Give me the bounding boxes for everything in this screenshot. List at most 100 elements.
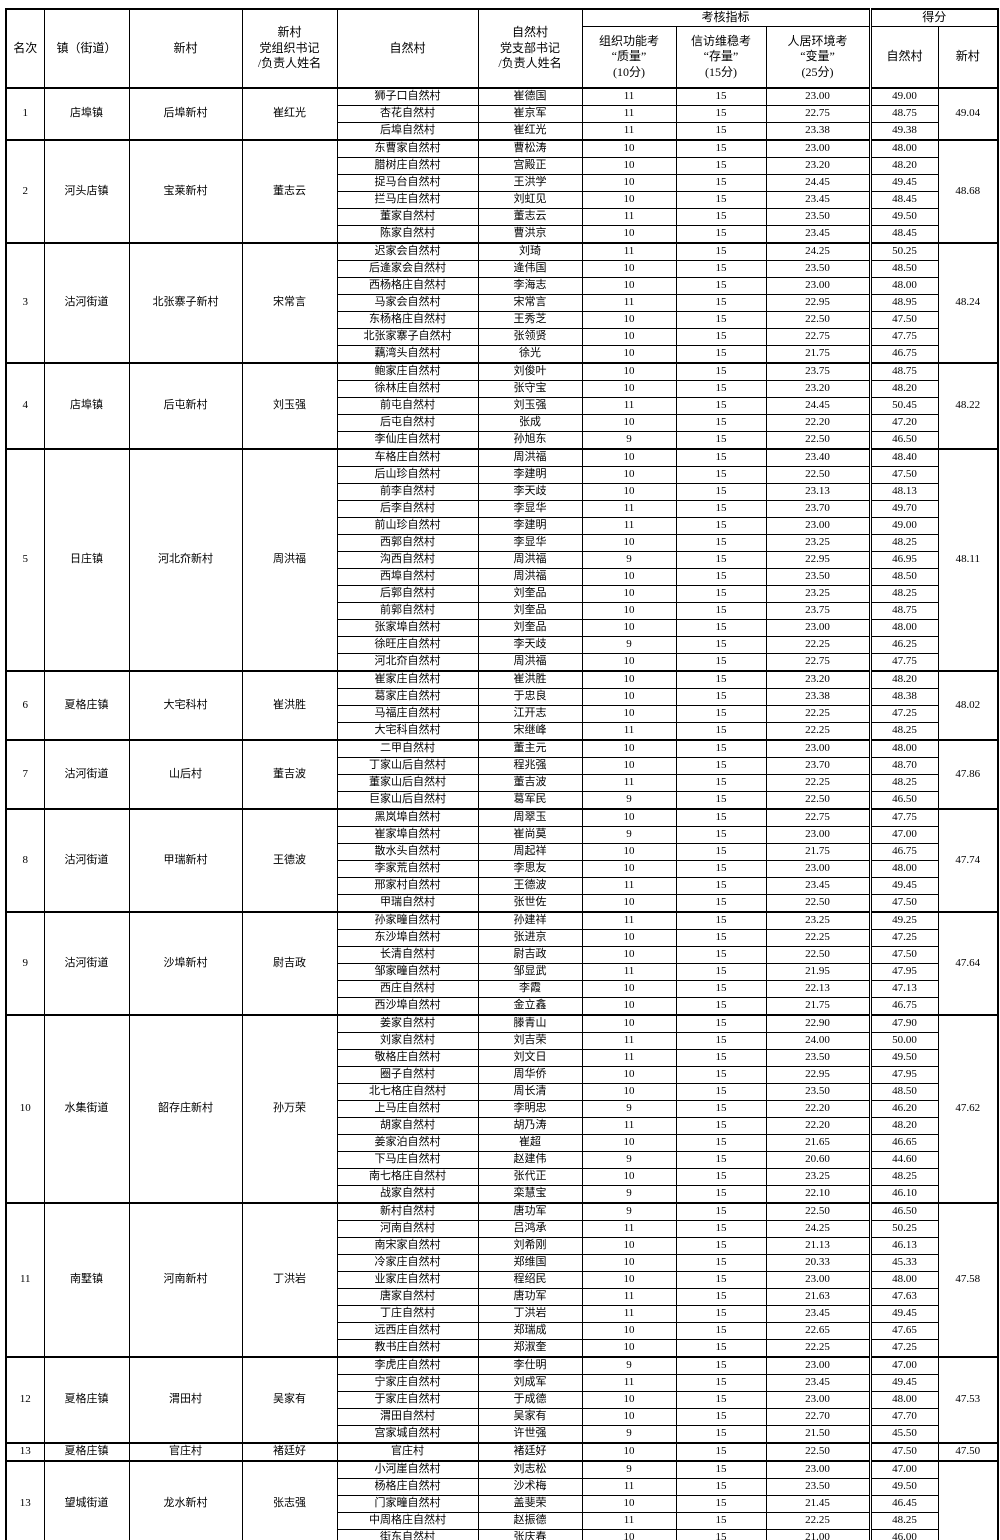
cell-new-village: 渭田村 <box>128 1356 243 1444</box>
cell-metric-stability: 15 <box>675 208 767 226</box>
cell-village-secretary: 周洪福 <box>477 551 583 569</box>
cell-village-score: 46.10 <box>868 1185 939 1204</box>
cell-metric-stability: 15 <box>675 1271 767 1289</box>
cell-natural-village: 南宋家自然村 <box>336 1237 479 1255</box>
cell-natural-village: 徐旺庄自然村 <box>336 636 479 654</box>
cell-village-secretary: 张庆春 <box>477 1529 583 1540</box>
table-row: 徐旺庄自然村 李天歧 9 15 22.25 46.25 <box>6 636 998 654</box>
cell-new-village: 韶存庄新村 <box>128 1014 243 1204</box>
cell-rank: 6 <box>5 670 45 741</box>
cell-metric-quality: 10 <box>581 602 677 620</box>
cell-metric-environment: 22.50 <box>765 466 871 484</box>
cell-village-score: 45.50 <box>868 1425 939 1444</box>
cell-village-secretary: 刘琦 <box>477 242 583 261</box>
cell-metric-environment: 22.50 <box>765 1202 871 1221</box>
cell-metric-quality: 10 <box>581 1083 677 1101</box>
cell-village-secretary: 金立鑫 <box>477 997 583 1016</box>
cell-metric-environment: 22.25 <box>765 929 871 947</box>
cell-metric-environment: 23.00 <box>765 1356 871 1375</box>
cell-village-secretary: 栾慧宝 <box>477 1185 583 1204</box>
cell-metric-quality: 11 <box>581 87 677 106</box>
cell-village-secretary: 崔洪胜 <box>477 670 583 689</box>
cell-village-secretary: 李霞 <box>477 980 583 998</box>
cell-metric-stability: 15 <box>675 1254 767 1272</box>
cell-village-score: 46.45 <box>868 1495 939 1513</box>
cell-new-village-score: 48.22 <box>937 362 999 450</box>
cell-natural-village: 后逄家会自然村 <box>336 260 479 278</box>
cell-village-secretary: 刘奎品 <box>477 619 583 637</box>
cell-town: 夏格庄镇 <box>43 1356 130 1444</box>
cell-metric-environment: 24.45 <box>765 397 871 415</box>
cell-metric-quality: 10 <box>581 808 677 827</box>
cell-metric-environment: 23.00 <box>765 826 871 844</box>
cell-metric-quality: 10 <box>581 174 677 192</box>
cell-natural-village: 冷家庄自然村 <box>336 1254 479 1272</box>
cell-village-secretary: 李建明 <box>477 466 583 484</box>
cell-metric-environment: 22.25 <box>765 774 871 792</box>
cell-village-score: 48.38 <box>868 688 939 706</box>
cell-metric-environment: 23.75 <box>765 602 871 620</box>
cell-new-village-secretary: 崔红光 <box>241 87 338 141</box>
table-row: 西庄自然村 李霞 10 15 22.13 47.13 <box>6 980 998 998</box>
table-row: 巨家山后自然村 葛军民 9 15 22.50 46.50 <box>6 791 998 810</box>
cell-metric-quality: 11 <box>581 1305 677 1323</box>
header-metric-stability: 信访维稳考 “存量” (15分) <box>675 26 767 89</box>
cell-village-secretary: 孙建祥 <box>477 911 583 930</box>
table-row: 前屯自然村 刘玉强 11 15 24.45 50.45 <box>6 397 998 415</box>
cell-metric-stability: 15 <box>675 397 767 415</box>
cell-metric-stability: 15 <box>675 1356 767 1375</box>
cell-new-village-score: 47.64 <box>937 911 999 1016</box>
cell-metric-stability: 15 <box>675 448 767 467</box>
cell-village-secretary: 李建明 <box>477 517 583 535</box>
cell-village-score: 46.50 <box>868 431 939 450</box>
cell-natural-village: 上马庄自然村 <box>336 1100 479 1118</box>
cell-rank: 5 <box>5 448 45 672</box>
cell-metric-quality: 10 <box>581 483 677 501</box>
cell-metric-environment: 22.50 <box>765 946 871 964</box>
cell-metric-quality: 11 <box>581 1374 677 1392</box>
cell-metric-environment: 21.50 <box>765 1425 871 1444</box>
cell-metric-environment: 23.00 <box>765 619 871 637</box>
cell-village-score: 49.45 <box>868 877 939 895</box>
table-row: 7 沽河街道 山后村 董吉波 二甲自然村 董主元 10 15 23.00 48.00 47.86 <box>5 739 999 810</box>
cell-metric-quality: 11 <box>581 1288 677 1306</box>
cell-village-secretary: 沙术梅 <box>477 1478 583 1496</box>
cell-metric-quality: 10 <box>581 260 677 278</box>
cell-natural-village: 前李自然村 <box>336 483 479 501</box>
cell-metric-stability: 15 <box>675 1237 767 1255</box>
cell-new-village-score: 49.04 <box>937 87 999 141</box>
cell-new-village-score: 47.74 <box>937 808 999 913</box>
cell-metric-quality: 10 <box>581 1014 677 1033</box>
cell-rank: 9 <box>5 911 45 1016</box>
cell-metric-stability: 15 <box>675 1374 767 1392</box>
cell-rank: 7 <box>5 739 45 810</box>
cell-metric-stability: 15 <box>675 963 767 981</box>
cell-metric-stability: 15 <box>675 174 767 192</box>
cell-new-village-secretary: 董吉波 <box>241 739 338 810</box>
cell-village-score: 49.45 <box>868 174 939 192</box>
header-natural-village-secretary: 自然村 党支部书记 /负责人姓名 <box>477 8 583 89</box>
cell-metric-quality: 10 <box>581 466 677 484</box>
cell-new-village-secretary: 张志强 <box>241 1460 338 1540</box>
cell-metric-stability: 15 <box>675 1032 767 1050</box>
table-row: 东杨格庄自然村 王秀芝 10 15 22.50 47.50 <box>6 311 998 329</box>
cell-natural-village: 孙家疃自然村 <box>336 911 479 930</box>
cell-metric-environment: 21.95 <box>765 963 871 981</box>
table-row: 马家会自然村 宋常言 11 15 22.95 48.95 <box>6 294 998 312</box>
cell-village-secretary: 李显华 <box>477 500 583 518</box>
cell-metric-quality: 10 <box>581 1254 677 1272</box>
cell-natural-village: 腊树庄自然村 <box>336 157 479 175</box>
cell-metric-stability: 15 <box>675 191 767 209</box>
cell-metric-stability: 15 <box>675 139 767 158</box>
cell-village-score: 50.45 <box>868 397 939 415</box>
cell-village-score: 48.00 <box>868 619 939 637</box>
table-row: 杨格庄自然村 沙术梅 11 15 23.50 49.50 <box>6 1478 998 1496</box>
table-row: 街东自然村 张庆春 10 15 21.00 46.00 <box>6 1529 998 1540</box>
cell-new-village: 山后村 <box>128 739 243 810</box>
cell-natural-village: 北七格庄自然村 <box>336 1083 479 1101</box>
table-row: 前李自然村 李天歧 10 15 23.13 48.13 <box>6 483 998 501</box>
cell-village-score: 50.25 <box>868 242 939 261</box>
cell-rank: 12 <box>5 1356 45 1444</box>
cell-village-score: 47.75 <box>868 653 939 672</box>
cell-natural-village: 新村自然村 <box>336 1202 479 1221</box>
